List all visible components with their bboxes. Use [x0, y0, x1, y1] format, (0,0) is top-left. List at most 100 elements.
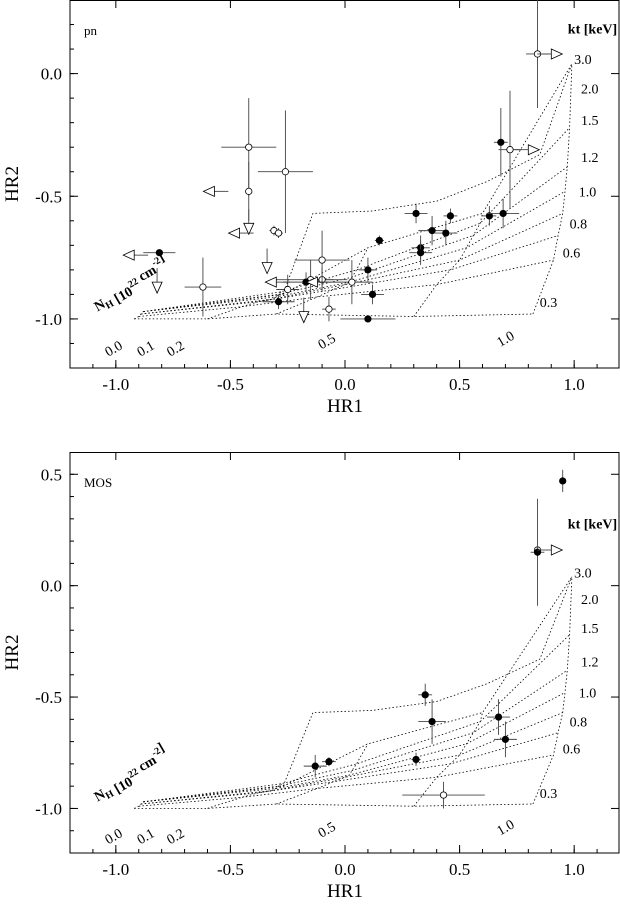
pn-limit-arrow-head — [151, 281, 163, 295]
pn-open-point — [348, 278, 356, 286]
pn-kt-label: 2.0 — [581, 82, 599, 97]
mos-kt-label: 3.0 — [574, 566, 592, 581]
pn-limit-arrow-head — [298, 311, 310, 324]
mos-kt-grid-line — [140, 712, 563, 805]
pn-nh-grid-line — [413, 213, 483, 317]
pn-nh-grid-line — [207, 291, 284, 320]
pn-filled-point — [485, 212, 493, 220]
pn-filled-point — [368, 290, 377, 298]
mos-ytick-label: -1.0 — [35, 799, 62, 818]
mos-kt-label: 1.2 — [581, 655, 599, 670]
pn-nh-label: 0.0 — [103, 339, 126, 361]
pn-kt-grid-line — [143, 166, 568, 312]
mos-xtick-label: 1.0 — [564, 860, 585, 879]
pn-nh-label: 1.0 — [495, 329, 518, 351]
mos-nh-title-part: 22 — [126, 766, 140, 781]
mos-kt-label: 0.3 — [540, 787, 558, 802]
pn-limit-arrow-head — [261, 262, 273, 275]
pn-limit-arrow-head — [550, 48, 564, 60]
mos-xtick-label: 0.0 — [334, 860, 355, 879]
mos-kt-grid-line — [143, 669, 568, 803]
pn-hot-envelope-line — [282, 63, 573, 295]
pn-kt-label: 3.0 — [574, 53, 592, 68]
pn-kt-label: 0.8 — [570, 217, 588, 232]
mos-kt-label: 1.0 — [579, 687, 597, 702]
mos-nh-label: 0.0 — [103, 826, 126, 848]
pn-limit-arrow-head — [243, 222, 255, 236]
mos-nh-grid-line — [134, 801, 144, 809]
mos-filled-point — [412, 755, 420, 764]
pn-filled-point — [428, 227, 436, 235]
pn-panel: -1.0 -0.5 0.0 0.5 1.0 -1.0 -0.5 0.0 HR1 HR2 pn kt [… — [2, 0, 620, 417]
mos-kt-label: 0.8 — [570, 716, 588, 731]
pn-open-point — [281, 168, 290, 176]
mos-ytick-label: 0.5 — [41, 465, 62, 484]
pn-filled-point — [497, 138, 505, 146]
pn-kt-grid-line — [143, 191, 566, 312]
mos-nh-title: NH [1022 cm-2] — [87, 740, 175, 807]
pn-panel-label: pn — [84, 23, 98, 38]
pn-xtick-label: 0.0 — [334, 375, 355, 394]
pn-limit-arrow-head — [527, 144, 541, 156]
mos-hot-envelope-line — [282, 576, 573, 787]
pn-filled-point — [499, 209, 507, 218]
pn-kt-title: kt [keV] — [568, 22, 617, 37]
mos-plot-frame — [69, 452, 620, 854]
pn-filled-point — [442, 229, 450, 237]
mos-nh-label: 1.0 — [495, 817, 518, 839]
mos-nh-grid-line — [532, 576, 573, 805]
mos-open-point — [439, 791, 448, 799]
mos-filled-point — [559, 477, 567, 485]
mos-kt-title: kt [keV] — [568, 518, 617, 533]
pn-open-point — [318, 256, 326, 264]
pn-ytick-label: -1.0 — [35, 310, 62, 329]
pn-filled-point — [417, 249, 425, 257]
pn-kt-label: 0.6 — [563, 247, 581, 262]
pn-xtick-label: 0.5 — [449, 375, 470, 394]
mos-xtick-label: -1.0 — [102, 860, 129, 879]
pn-filled-point — [274, 298, 283, 306]
mos-kt-grid-line — [134, 803, 533, 809]
mos-kt-label: 0.6 — [563, 742, 581, 757]
pn-kt-label: 0.3 — [540, 296, 558, 311]
pn-limit-arrow-head — [202, 185, 215, 198]
pn-kt-label: 1.0 — [579, 185, 597, 200]
mos-filled-point — [533, 548, 542, 556]
pn-limit-arrow-head — [227, 227, 241, 239]
mos-nh-grid-line — [276, 743, 369, 805]
pn-open-point — [506, 146, 514, 154]
mos-filled-point — [428, 717, 436, 726]
pn-limit-arrow-head — [122, 249, 135, 261]
pn-filled-point — [375, 236, 383, 245]
pn-kt-grid-line — [140, 235, 559, 315]
pn-nh-title-part: ] — [156, 250, 168, 265]
pn-limit-arrow-head — [305, 276, 318, 288]
pn-limit-arrow-head — [264, 276, 277, 288]
mos-nh-label: 0.5 — [316, 820, 339, 842]
mos-ytick-label: -0.5 — [35, 688, 62, 707]
pn-kt-grid-line — [134, 313, 533, 320]
pn-y-axis-label: HR2 — [2, 166, 23, 202]
pn-open-point — [245, 187, 253, 195]
mos-limit-arrow-head — [550, 544, 564, 556]
pn-ytick-label: -0.5 — [35, 187, 62, 206]
mos-kt-label: 1.5 — [581, 622, 599, 637]
pn-filled-point — [155, 249, 163, 257]
pn-kt-label: 1.5 — [581, 114, 599, 129]
pn-nh-label: 0.5 — [316, 331, 339, 353]
pn-xtick-label: -0.5 — [217, 375, 244, 394]
pn-nh-label: 0.1 — [135, 339, 158, 361]
mos-panel-label: MOS — [84, 475, 112, 490]
mos-filled-point — [421, 691, 429, 699]
pn-kt-grid-line — [143, 127, 570, 312]
pn-open-point — [284, 285, 292, 294]
pn-filled-point — [364, 266, 372, 274]
pn-nh-grid-line — [276, 247, 369, 315]
mos-kt-label: 2.0 — [581, 593, 599, 608]
mos-panel: -1.0 -0.5 0.0 0.5 1.0 -1.0 -0.5 0.0 0.5 HR1 HR2 MOS… — [2, 452, 620, 902]
pn-open-point — [325, 305, 333, 313]
mos-x-axis-label: HR1 — [327, 881, 363, 902]
mos-nh-label: 0.2 — [165, 826, 188, 848]
pn-open-point — [274, 229, 283, 237]
mos-nh-label: 0.1 — [135, 826, 158, 848]
